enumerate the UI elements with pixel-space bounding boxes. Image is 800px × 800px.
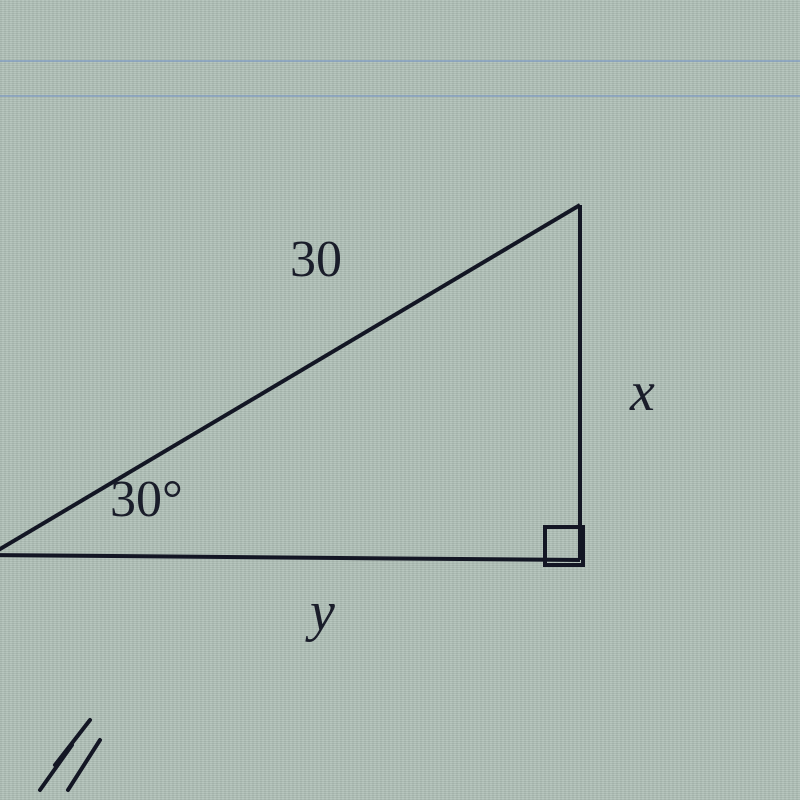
base-edge — [0, 555, 580, 560]
triangle-figure — [0, 0, 800, 800]
angle-label: 30° — [110, 470, 183, 529]
base-side-label: y — [310, 580, 335, 644]
stray-mark — [40, 720, 100, 790]
hypotenuse-label: 30 — [290, 230, 342, 289]
vertical-side-label: x — [630, 360, 655, 424]
